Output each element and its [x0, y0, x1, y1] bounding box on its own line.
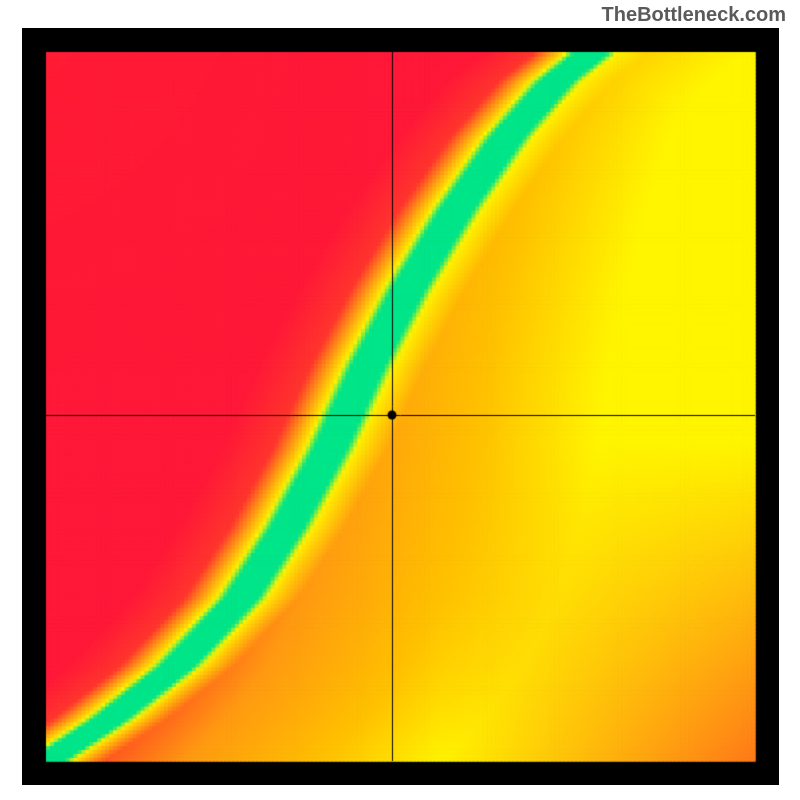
heatmap-plot: [22, 28, 779, 785]
chart-container: TheBottleneck.com: [0, 0, 800, 800]
heatmap-canvas: [22, 28, 779, 785]
watermark-text: TheBottleneck.com: [602, 4, 786, 27]
